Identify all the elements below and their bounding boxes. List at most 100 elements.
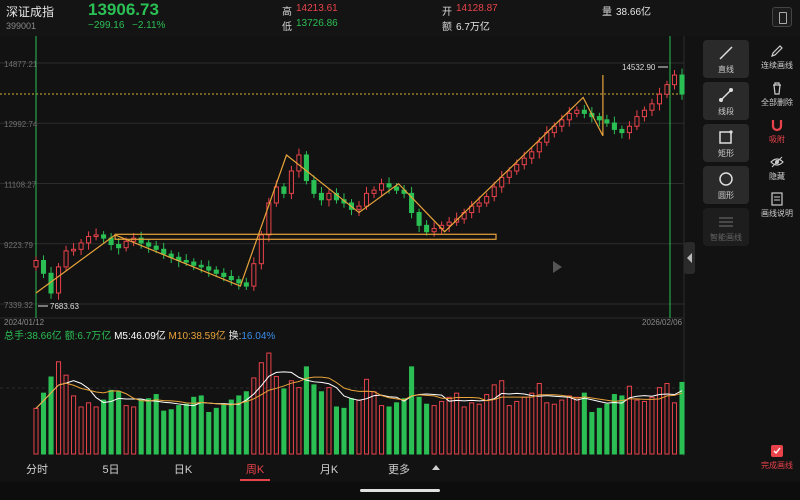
- volume-bar: [116, 391, 122, 455]
- drawing-help-button[interactable]: 画线说明: [754, 192, 800, 222]
- volume-bar: [273, 376, 279, 455]
- tool-smart-line[interactable]: 智能画线: [703, 208, 749, 246]
- open-value: 14128.87: [456, 3, 498, 14]
- candle-body: [626, 125, 632, 134]
- volume-bar: [589, 412, 595, 455]
- candle-body: [574, 109, 580, 114]
- volume-bar: [40, 392, 47, 455]
- volume-bar: [138, 399, 144, 455]
- volume-bar: [454, 392, 460, 455]
- volume-bar: [521, 396, 527, 455]
- side-label: 全部删除: [761, 98, 793, 107]
- tool-label: 智能画线: [710, 233, 742, 242]
- drawing-actions-panel: 连续画线 全部删除 吸附 隐藏 画线说明 完成画线: [754, 36, 800, 476]
- home-indicator[interactable]: [360, 489, 440, 492]
- candle-body: [258, 234, 264, 265]
- tab-monthly-k[interactable]: 月K: [319, 464, 339, 476]
- segment-icon: [719, 88, 733, 102]
- volume-bar: [318, 391, 324, 455]
- kline-chart[interactable]: 14877.21 12992.74 11108.27 9223.79 7339.32 76…: [0, 36, 700, 456]
- finish-drawing-button[interactable]: 完成画线: [754, 444, 800, 474]
- screen-rotate-icon[interactable]: [772, 7, 792, 27]
- amount-label: 额: [442, 22, 452, 33]
- snap-toggle[interactable]: 吸附: [754, 118, 800, 148]
- support-rectangle: [114, 233, 497, 240]
- legend-m10: M10:38.59亿: [169, 329, 229, 342]
- candle-body: [281, 186, 287, 194]
- tool-segment[interactable]: 线段: [703, 82, 749, 120]
- candle-body: [303, 154, 309, 182]
- volume-bar: [626, 385, 632, 455]
- volume-bar: [656, 387, 663, 455]
- candle-body: [559, 119, 565, 127]
- collapse-panel-handle[interactable]: [684, 242, 695, 274]
- candle-body: [536, 141, 542, 153]
- volume-bar: [356, 399, 362, 455]
- candle-body: [619, 128, 625, 134]
- zigzag-trend-line: [35, 75, 604, 294]
- high-label: 高: [282, 7, 292, 18]
- candle-body: [416, 212, 422, 226]
- legend-amount: 额:6.7万亿: [65, 329, 114, 342]
- volume-bar: [108, 389, 114, 455]
- chevron-up-icon[interactable]: [432, 465, 440, 470]
- volume-ma5-line: [35, 371, 683, 409]
- volume-bar: [266, 352, 272, 455]
- rectangle-icon: [719, 130, 733, 144]
- tab-5day[interactable]: 5日: [102, 464, 120, 476]
- tool-label: 线段: [718, 107, 734, 116]
- volume-bar: [288, 380, 294, 455]
- candle-body: [611, 122, 617, 130]
- volume-ma10-line: [35, 376, 683, 409]
- volume-bar: [78, 406, 84, 455]
- continuous-draw-button[interactable]: 连续画线: [754, 44, 800, 74]
- candle-body: [649, 103, 655, 111]
- volume-bar: [679, 381, 685, 455]
- volume-bar: [63, 374, 69, 455]
- side-label: 吸附: [769, 135, 785, 144]
- volume-bar: [581, 392, 587, 455]
- volume-bar: [401, 398, 407, 455]
- volume-bar: [258, 362, 264, 455]
- candle-body: [431, 228, 437, 233]
- candle-body: [514, 164, 520, 172]
- drawing-tool-panel: 直线 线段 矩形 圆形 智能画线: [700, 36, 752, 456]
- legend-turnover-label: 换:: [229, 329, 242, 342]
- volume-bar: [566, 395, 572, 455]
- tab-daily-k[interactable]: 日K: [173, 464, 193, 476]
- candle-body: [506, 170, 512, 178]
- quote-header: 深证成指 399001 13906.73 −299.16 −2.11% 高 14…: [0, 0, 800, 36]
- volume-label: 量: [602, 7, 612, 18]
- delete-all-button[interactable]: 全部删除: [754, 81, 800, 111]
- candle-body: [371, 189, 377, 194]
- candle-body: [604, 119, 610, 124]
- volume-bar: [439, 400, 445, 455]
- tab-more[interactable]: 更多: [388, 464, 410, 476]
- y-tick-label: 11108.27: [4, 180, 37, 189]
- volume-bar: [161, 410, 167, 455]
- candle-body: [634, 116, 640, 127]
- tab-weekly-k[interactable]: 周K: [245, 464, 265, 476]
- volume-bar: [371, 391, 377, 455]
- tab-intraday[interactable]: 分时: [26, 464, 48, 476]
- volume-bar: [348, 398, 355, 455]
- hide-toggle[interactable]: 隐藏: [754, 155, 800, 185]
- volume-bar: [461, 406, 467, 455]
- max-marker-label: 14532.90: [622, 63, 656, 72]
- side-label: 隐藏: [769, 172, 785, 181]
- candle-body: [273, 186, 279, 204]
- y-tick-label: 9223.79: [4, 241, 33, 250]
- tool-rectangle[interactable]: 矩形: [703, 124, 749, 162]
- volume-bar: [671, 402, 678, 455]
- volume-bar: [48, 376, 54, 455]
- candle-body: [93, 234, 99, 238]
- candle-body: [378, 183, 385, 191]
- candle-body: [55, 266, 62, 294]
- active-tab-indicator: [240, 479, 270, 481]
- candle-body: [521, 157, 527, 166]
- tool-circle[interactable]: 圆形: [703, 166, 749, 204]
- candle-body: [78, 242, 84, 250]
- candle-body: [191, 261, 197, 266]
- play-icon[interactable]: [551, 261, 563, 273]
- tool-straight-line[interactable]: 直线: [703, 40, 749, 78]
